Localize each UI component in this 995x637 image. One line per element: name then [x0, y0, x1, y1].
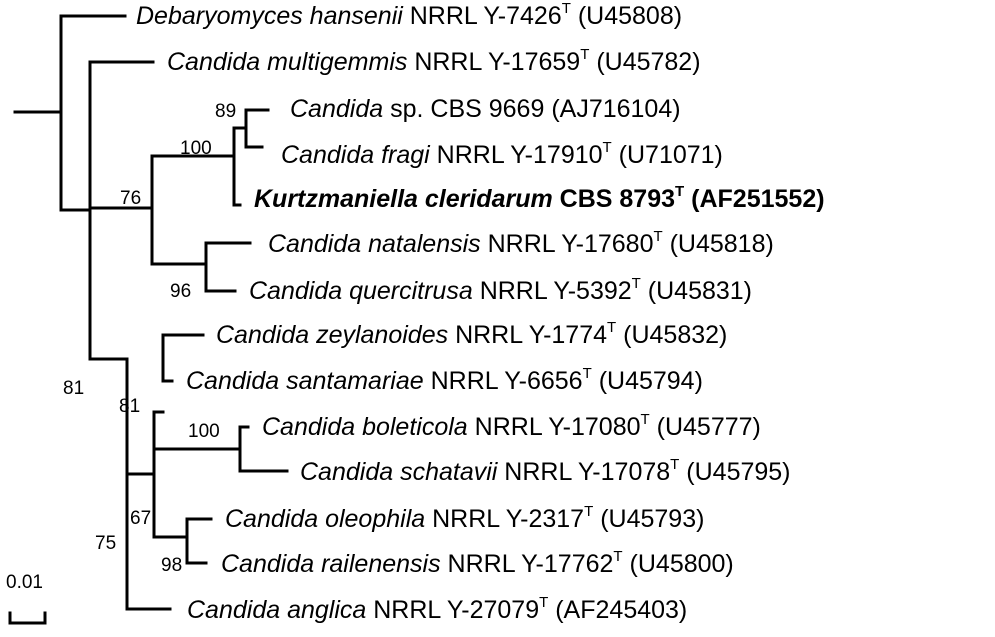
taxon-label: Candida schatavii NRRL Y-17078T (U45795)	[300, 456, 791, 486]
bootstrap-value: 81	[63, 378, 85, 399]
bootstrap-value: 96	[170, 281, 192, 302]
taxon-label-highlighted: Kurtzmaniella cleridarum CBS 8793T (AF25…	[254, 183, 825, 213]
taxon-label: Candida santamariae NRRL Y-6656T (U45794…	[186, 365, 703, 395]
taxon-label: Candida fragi NRRL Y-17910T (U71071)	[281, 139, 723, 169]
taxon-label: Candida multigemmis NRRL Y-17659T (U4578…	[167, 46, 701, 76]
taxon-label: Candida zeylanoides NRRL Y-1774T (U45832…	[216, 319, 728, 349]
taxon-label: Debaryomyces hansenii NRRL Y-7426T (U458…	[136, 0, 683, 30]
taxon-label: Candida boleticola NRRL Y-17080T (U45777…	[262, 411, 761, 441]
taxon-label: Candida railenensis NRRL Y-17762T (U4580…	[221, 548, 734, 578]
taxon-label: Candida anglica NRRL Y-27079T (AF245403)	[187, 594, 688, 624]
taxon-label: Candida quercitrusa NRRL Y-5392T (U45831…	[249, 275, 753, 305]
bootstrap-value: 81	[119, 396, 141, 417]
bootstrap-value: 100	[180, 138, 212, 159]
taxon-label: Candida oleophila NRRL Y-2317T (U45793)	[225, 503, 705, 533]
bootstrap-value: 100	[188, 421, 220, 442]
bootstrap-value: 89	[215, 101, 237, 122]
bootstrap-value: 76	[120, 188, 142, 209]
bootstrap-value: 98	[161, 555, 183, 576]
taxon-label: Candida sp. CBS 9669 (AJ716104)	[290, 95, 681, 123]
scale-bar-label: 0.01	[6, 572, 43, 593]
taxon-label: Candida natalensis NRRL Y-17680T (U45818…	[268, 228, 774, 258]
bootstrap-value: 67	[130, 508, 152, 529]
bootstrap-value: 75	[95, 533, 117, 554]
